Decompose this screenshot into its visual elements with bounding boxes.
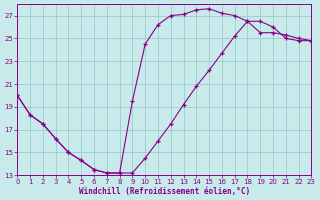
X-axis label: Windchill (Refroidissement éolien,°C): Windchill (Refroidissement éolien,°C) xyxy=(79,187,250,196)
